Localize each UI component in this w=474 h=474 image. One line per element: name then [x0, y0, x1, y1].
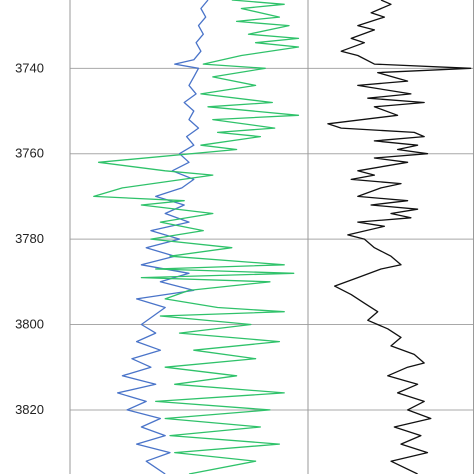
- y-tick-label-3740: 3740: [15, 60, 44, 75]
- track-2-black-curve-line: [327, 0, 472, 474]
- grid-lines: [70, 67, 474, 411]
- y-tick-label-3760: 3760: [15, 146, 44, 161]
- y-tick-label-3820: 3820: [15, 402, 44, 417]
- track-1-blue-curve-line: [116, 0, 209, 474]
- track-1-green-curve-line: [93, 0, 300, 474]
- y-tick-label-3800: 3800: [15, 317, 44, 332]
- series-lines: [93, 0, 472, 474]
- y-tick-labels: 3740 3760 3780 3800 3820: [15, 60, 44, 417]
- y-tick-label-3780: 3780: [15, 231, 44, 246]
